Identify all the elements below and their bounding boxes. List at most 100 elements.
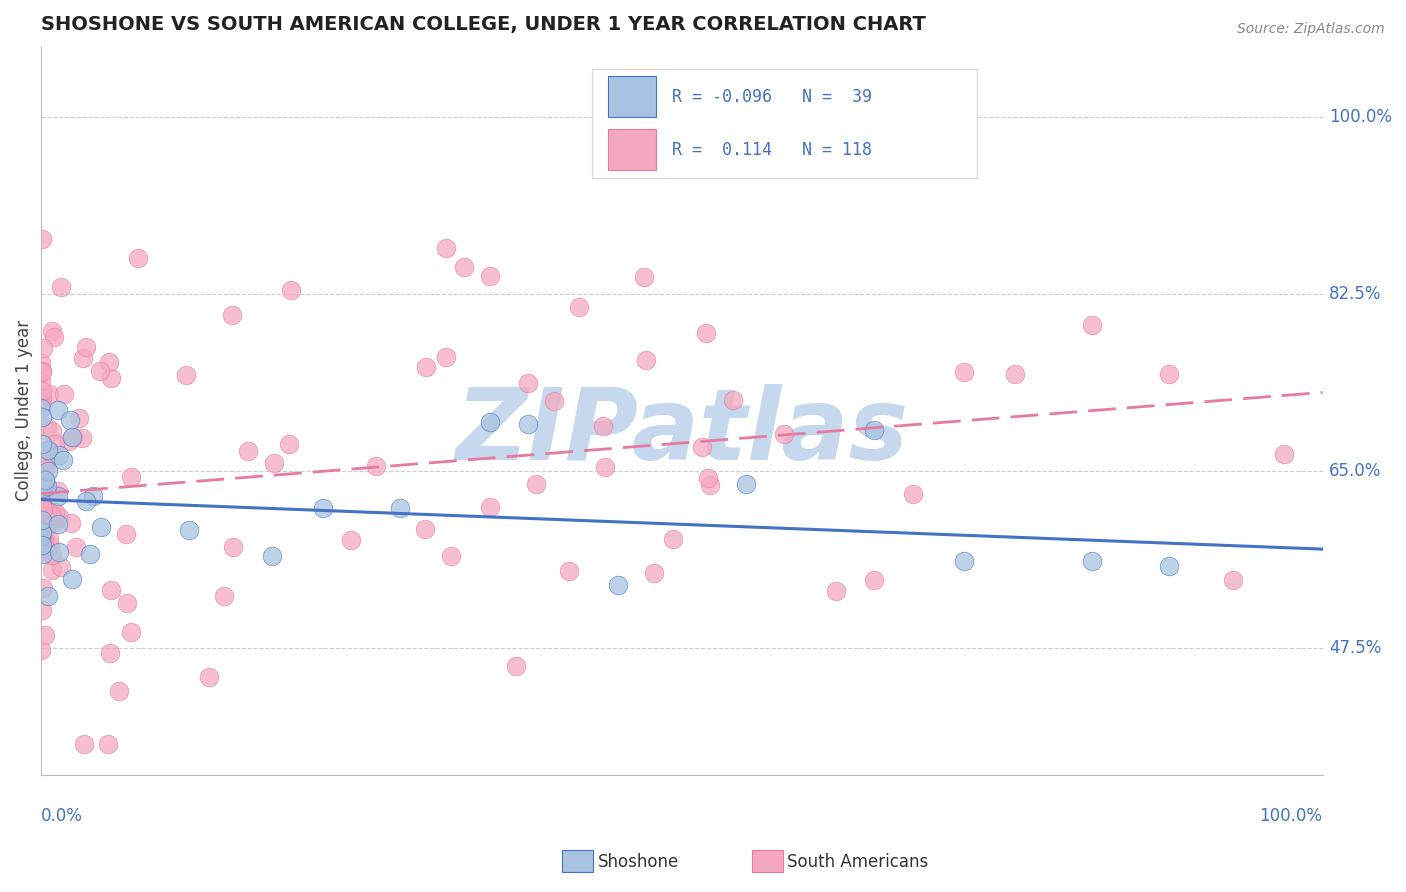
Point [30,531,52,545]
Point [31,365,53,379]
Point [58,434,80,448]
Point [31,524,53,539]
Point [31,410,53,425]
Point [72,351,94,365]
Point [30,643,52,657]
Point [46,516,69,531]
Point [41,508,63,523]
Text: SHOSHONE VS SOUTH AMERICAN COLLEGE, UNDER 1 YEAR CORRELATION CHART: SHOSHONE VS SOUTH AMERICAN COLLEGE, UNDE… [41,15,927,34]
Point [34,533,56,548]
Point [48,448,70,462]
Point [557,564,579,578]
Point [59,516,82,531]
Y-axis label: College, Under 1 year: College, Under 1 year [15,320,32,501]
Point [31,341,53,355]
Point [31,581,53,595]
Point [505,658,527,673]
Point [42,330,65,344]
Point [453,260,475,274]
Point [41,563,63,577]
Point [478,415,501,429]
Point [312,500,335,515]
Point [44,436,66,450]
Point [89,363,111,377]
Point [260,549,283,563]
Point [415,359,437,374]
Point [41,548,63,562]
Point [75,494,97,508]
Point [62,429,84,443]
Text: 0.0%: 0.0% [41,807,83,825]
Point [100,371,122,385]
Point [222,540,245,554]
Point [434,351,457,365]
Point [34,462,56,476]
Point [434,241,457,255]
Text: 82.5%: 82.5% [1329,285,1382,303]
Point [524,477,547,491]
Point [478,269,501,284]
Point [127,251,149,265]
Point [824,584,846,599]
Text: 47.5%: 47.5% [1329,640,1381,657]
Point [593,459,616,474]
Point [31,364,53,378]
Point [212,589,235,603]
Point [236,443,259,458]
Point [38,539,60,553]
Point [32,502,55,516]
Point [863,423,886,437]
Point [58,413,80,427]
FancyBboxPatch shape [607,129,657,170]
Point [120,625,142,640]
Point [41,424,63,438]
Point [30,356,52,370]
Point [32,511,55,525]
Text: R = -0.096   N =  39: R = -0.096 N = 39 [672,87,872,105]
Point [120,470,142,484]
Point [98,355,121,369]
Point [1272,447,1295,461]
Point [48,545,70,559]
Point [52,453,75,467]
Point [38,532,60,546]
Point [1157,368,1180,382]
Point [41,324,63,338]
Point [735,476,758,491]
Point [863,573,886,587]
Point [37,443,59,458]
Point [34,473,56,487]
Point [31,494,53,508]
Point [280,284,302,298]
Point [699,478,721,492]
Point [30,530,52,544]
Point [79,547,101,561]
Point [60,430,83,444]
Text: 100.0%: 100.0% [1329,109,1392,127]
Point [517,417,540,431]
Point [35,520,58,534]
Point [34,628,56,642]
Point [177,523,200,537]
Point [97,737,120,751]
Point [51,559,73,574]
Point [46,483,69,498]
Point [340,533,363,547]
Point [51,279,73,293]
Point [30,376,52,390]
Point [517,376,540,390]
Text: South Americans: South Americans [787,853,928,871]
Point [31,232,53,246]
Point [389,501,412,516]
Point [31,470,53,484]
Point [643,566,665,580]
Text: ZIPatlas: ZIPatlas [456,384,908,481]
Point [31,500,53,515]
Point [108,684,131,698]
Point [174,368,197,383]
Point [1081,318,1104,332]
Point [221,308,243,322]
Point [90,520,112,534]
Point [31,513,53,527]
Point [690,440,713,454]
